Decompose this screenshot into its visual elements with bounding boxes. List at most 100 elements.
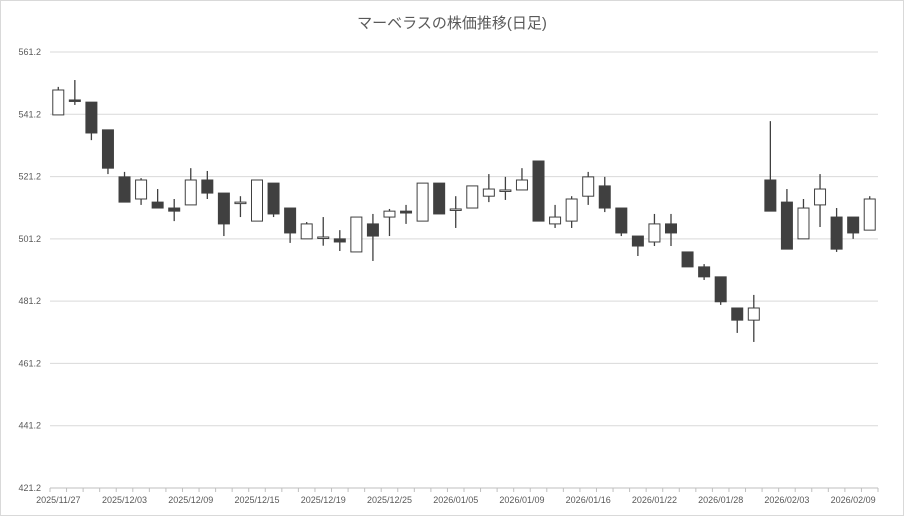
candle-body-down: [698, 266, 711, 278]
candle-body-down: [85, 101, 98, 134]
candle-body-up: [300, 223, 313, 240]
candle-body-up: [565, 198, 578, 222]
candle-body-up: [466, 185, 479, 209]
candle: [582, 171, 595, 205]
candle: [201, 170, 214, 199]
x-tick-label: 2026/02/09: [831, 495, 876, 505]
candle: [565, 196, 578, 228]
candle-body-down: [764, 179, 777, 212]
x-tick-label: 2025/12/25: [367, 495, 412, 505]
candle-body-down: [284, 207, 297, 234]
candle-body-up: [648, 223, 661, 243]
candle: [284, 207, 297, 243]
candle: [532, 160, 545, 222]
candle: [234, 196, 247, 218]
candle-body-down: [532, 160, 545, 222]
x-tick-label: 2026/01/09: [499, 495, 544, 505]
candle-body-down: [830, 216, 843, 250]
chart-title: マーベラスの株価推移(日足): [357, 15, 547, 32]
candle: [482, 174, 495, 203]
x-tick-label: 2026/01/28: [698, 495, 743, 505]
candle-body-up: [350, 216, 363, 253]
candle-body-down: [267, 182, 280, 215]
y-tick-label: 521.2: [18, 172, 41, 182]
candle-body-up: [234, 201, 247, 205]
candle-body-down: [168, 207, 181, 212]
candle: [681, 251, 694, 268]
candle: [466, 185, 479, 209]
candle-body-up: [52, 89, 65, 116]
candle-body-up: [449, 208, 462, 211]
candle-body-up: [747, 307, 760, 321]
candle: [780, 189, 793, 250]
candle: [698, 264, 711, 280]
candle-body-up: [317, 236, 330, 239]
candle: [830, 208, 843, 252]
candle-body-up: [251, 179, 263, 222]
candle-body-down: [780, 201, 793, 250]
candle-body-up: [582, 176, 595, 197]
candle: [118, 171, 131, 203]
candle: [267, 182, 280, 218]
y-tick-label: 481.2: [18, 296, 41, 306]
candle: [383, 208, 396, 237]
candle: [747, 294, 760, 342]
candle: [615, 207, 628, 237]
x-tick-label: 2026/01/16: [566, 495, 611, 505]
candle-body-up: [499, 189, 512, 192]
candle-body-down: [598, 185, 611, 209]
candle-body-down: [433, 182, 446, 215]
y-tick-label: 541.2: [18, 109, 41, 119]
candle: [499, 176, 512, 200]
candle: [416, 182, 429, 222]
y-tick-label: 421.2: [18, 483, 41, 493]
candle-body-up: [184, 179, 197, 206]
candle: [631, 235, 644, 256]
candle-body-down: [101, 129, 114, 169]
candle-body-up: [814, 188, 827, 206]
candle: [317, 217, 330, 246]
candle-body-up: [549, 216, 562, 225]
candle: [333, 230, 346, 252]
candle-body-down: [400, 210, 413, 214]
candle: [731, 307, 744, 333]
candle: [68, 80, 81, 105]
candle: [101, 129, 114, 175]
candle: [515, 168, 528, 191]
candle: [764, 121, 777, 212]
candle-body-up: [863, 198, 876, 231]
candle: [814, 174, 827, 228]
candle: [85, 101, 98, 141]
candle: [449, 196, 462, 228]
candle-body-down: [631, 235, 644, 247]
candle: [797, 198, 810, 240]
gridlines: [50, 51, 878, 489]
candle-body-down: [333, 238, 346, 243]
x-tick-label: 2025/12/09: [168, 495, 213, 505]
candle-body-up: [797, 207, 810, 240]
x-tick-label: 2025/12/03: [102, 495, 147, 505]
candle: [847, 216, 860, 239]
candle-body-down: [151, 201, 164, 209]
x-tick-label: 2025/11/27: [36, 495, 80, 505]
x-tick-label: 2025/12/15: [234, 495, 279, 505]
x-tick-label: 2025/12/19: [301, 495, 346, 505]
candle-body-down: [201, 179, 214, 194]
candle-body-down: [615, 207, 628, 234]
x-tick-label: 2026/01/22: [632, 495, 677, 505]
candle: [400, 204, 413, 224]
candle: [665, 213, 677, 247]
candle: [168, 198, 181, 222]
candle: [714, 276, 727, 305]
candle-body-down: [217, 192, 230, 225]
y-axis: 421.2 441.2 461.2 481.2 501.2 521.2 541.2 561.2: [18, 47, 41, 493]
candle-body-down: [731, 307, 744, 321]
candle: [549, 204, 562, 228]
candle: [366, 213, 379, 261]
candle-body-down: [68, 99, 81, 102]
candle-body-up: [515, 179, 528, 191]
candle: [251, 179, 263, 222]
